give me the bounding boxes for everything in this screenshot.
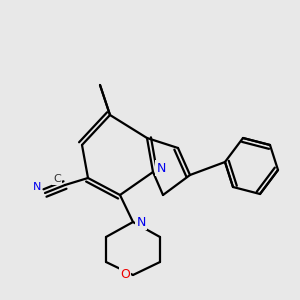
Text: N: N bbox=[33, 182, 41, 192]
Text: methyl: methyl bbox=[100, 77, 105, 78]
Text: O: O bbox=[120, 268, 130, 281]
Text: N: N bbox=[136, 215, 146, 229]
Text: C: C bbox=[53, 174, 61, 184]
Text: N: N bbox=[156, 161, 166, 175]
